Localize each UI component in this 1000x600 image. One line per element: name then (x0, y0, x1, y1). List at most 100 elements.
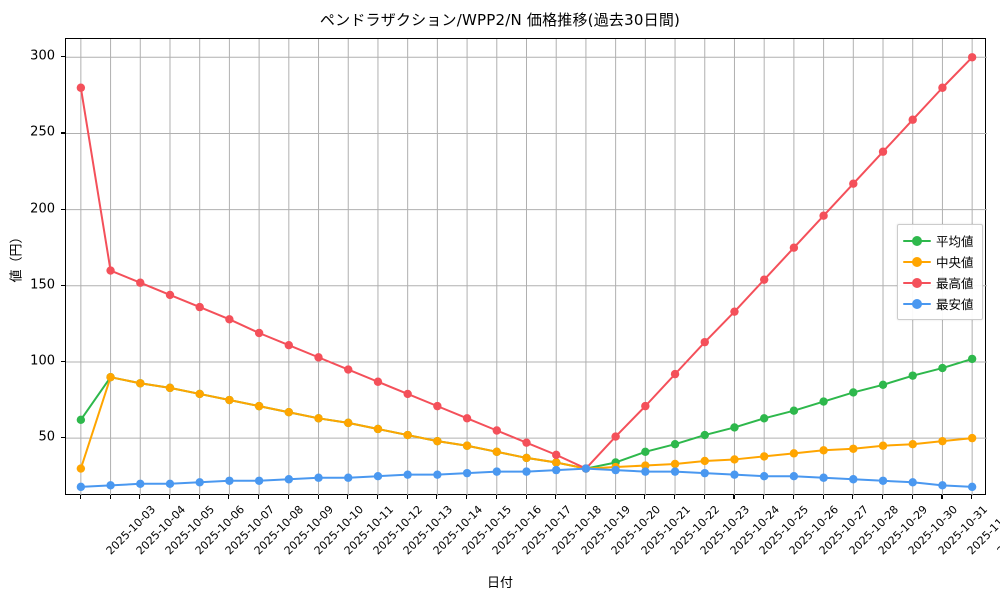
x-axis-tick-label: 2025-10-25 (757, 503, 812, 558)
data-point (136, 379, 145, 388)
data-point (700, 430, 709, 440)
data-point (492, 426, 501, 435)
x-axis-tick-label: 2025-10-28 (846, 503, 901, 558)
y-axis-tick-label: 250 (30, 124, 55, 140)
data-point (759, 452, 769, 461)
x-axis-tick-label: 2025-10-12 (370, 503, 426, 558)
data-point (433, 401, 442, 411)
data-point (522, 467, 531, 476)
x-axis-tick-label: 2025-10-08 (252, 503, 307, 558)
data-point (106, 372, 115, 382)
data-point (106, 266, 115, 275)
data-point (433, 470, 442, 479)
x-axis-tick-label: 2025-10-18 (549, 503, 604, 558)
data-point (106, 481, 115, 490)
data-point (878, 441, 888, 450)
data-point (492, 467, 501, 476)
x-axis-tick-label: 2025-10-27 (816, 503, 872, 558)
data-point (759, 414, 769, 423)
data-point (908, 440, 917, 449)
x-axis-tick-label: 2025-11-01 (965, 503, 1000, 558)
data-point (789, 471, 799, 481)
data-point (670, 369, 680, 379)
data-point (552, 465, 561, 475)
data-point (136, 479, 145, 489)
gridlines (66, 39, 987, 496)
data-point (641, 401, 650, 411)
y-axis-label: 値（円） (9, 230, 25, 283)
data-point (700, 337, 709, 347)
data-point (165, 479, 175, 489)
x-axis-tick-label: 2025-10-15 (460, 503, 515, 558)
data-point (819, 211, 828, 220)
data-point (819, 446, 828, 455)
data-point (373, 424, 383, 434)
data-point (938, 83, 947, 92)
legend-label: 最高値 (936, 276, 974, 291)
data-point (522, 438, 531, 447)
data-point (819, 397, 828, 406)
data-point (967, 354, 977, 364)
legend-label: 平均値 (936, 234, 974, 249)
data-point (849, 388, 858, 397)
x-axis-tick-label: 2025-10-16 (489, 503, 545, 558)
data-point (759, 275, 769, 284)
data-point (314, 353, 323, 362)
data-point (908, 371, 917, 380)
legend-swatch (903, 234, 931, 248)
data-point (581, 464, 591, 473)
legend-item[interactable]: 中央値 (903, 251, 976, 272)
data-point (462, 414, 472, 423)
y-axis-tick-label: 50 (38, 429, 55, 445)
legend-marker-icon (912, 235, 922, 246)
legend-item[interactable]: 最安値 (903, 293, 976, 314)
x-axis-tick-label: 2025-10-20 (608, 503, 664, 558)
x-axis-tick-label: 2025-10-23 (697, 503, 753, 558)
data-point (789, 406, 799, 415)
x-axis-tick-label: 2025-10-06 (192, 503, 248, 558)
series-layer (76, 53, 977, 492)
data-point (195, 389, 204, 399)
data-point (165, 290, 175, 300)
data-point (908, 115, 917, 124)
y-axis-tick-label: 300 (30, 48, 55, 64)
data-point (344, 473, 353, 482)
data-point (670, 467, 680, 476)
x-axis-tick-label: 2025-10-19 (578, 503, 634, 558)
data-point (344, 365, 353, 374)
data-point (730, 470, 739, 479)
legend-label: 中央値 (936, 255, 974, 270)
data-point (611, 432, 620, 441)
plot-area (65, 38, 987, 496)
data-point (462, 468, 472, 478)
legend-item[interactable]: 最高値 (903, 272, 976, 293)
x-axis-tick-label: 2025-10-21 (638, 503, 693, 558)
data-point (254, 401, 264, 411)
data-point (225, 476, 234, 485)
data-point (284, 340, 294, 350)
legend-marker-icon (912, 298, 922, 309)
data-point (967, 433, 977, 443)
x-axis-tick-label: 2025-10-07 (222, 503, 277, 558)
data-point (492, 447, 501, 457)
legend-item[interactable]: 平均値 (903, 230, 976, 251)
data-point (819, 473, 828, 482)
x-axis-tick-label: 2025-10-31 (935, 503, 990, 558)
y-axis-tick-label: 100 (30, 353, 55, 369)
data-point (938, 436, 947, 446)
data-point (254, 328, 264, 338)
data-point (373, 377, 383, 386)
x-axis-tick-label: 2025-10-05 (162, 503, 218, 558)
data-point (938, 363, 947, 373)
data-point (878, 380, 888, 389)
x-axis-tick-label: 2025-10-26 (786, 503, 842, 558)
data-point (967, 53, 977, 62)
data-point (76, 464, 86, 473)
data-point (254, 476, 264, 485)
data-point (225, 315, 234, 324)
x-axis-tick-label: 2025-10-30 (905, 503, 961, 558)
data-point (700, 456, 709, 466)
x-axis-tick-label: 2025-10-03 (103, 503, 158, 558)
data-point (849, 179, 858, 188)
